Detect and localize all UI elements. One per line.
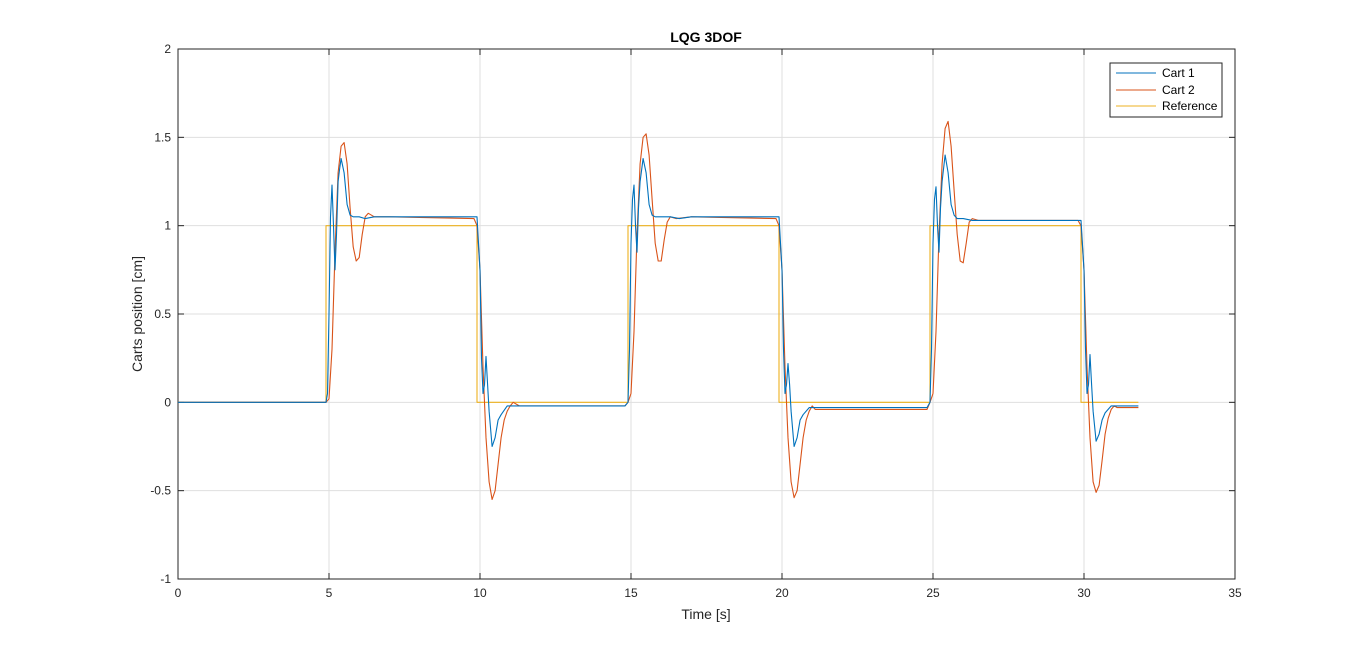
y-tick-label: -1: [160, 572, 171, 586]
y-tick-label: 2: [164, 42, 171, 56]
y-tick-label: 1: [164, 219, 171, 233]
y-tick-label: 1.5: [154, 130, 171, 144]
x-tick-label: 5: [326, 586, 333, 600]
chart-title: LQG 3DOF: [670, 29, 742, 45]
grid-lines: [177, 48, 1236, 580]
legend-label-cart-2: Cart 2: [1162, 83, 1195, 97]
legend-label-reference: Reference: [1162, 99, 1218, 113]
x-tick-label: 30: [1077, 586, 1091, 600]
x-tick-label: 0: [175, 586, 182, 600]
y-tick-label: 0.5: [154, 307, 171, 321]
x-tick-label: 35: [1228, 586, 1242, 600]
series-line-cart-1: [178, 154, 1139, 448]
axis-ticks: 0 5 10 15 20 25 30 35 -1 -0.5 0 0.5 1 1.5 2: [150, 42, 1242, 600]
series-lines: [178, 120, 1139, 501]
x-axis-label: Time [s]: [681, 606, 730, 622]
y-tick-label: -0.5: [150, 484, 171, 498]
legend-label-cart-1: Cart 1: [1162, 66, 1195, 80]
series-line-cart-2: [178, 120, 1139, 501]
x-tick-label: 25: [926, 586, 940, 600]
x-tick-label: 10: [473, 586, 487, 600]
y-tick-label: 0: [164, 395, 171, 409]
x-tick-label: 15: [624, 586, 638, 600]
legend[interactable]: Cart 1 Cart 2 Reference: [1109, 62, 1223, 118]
y-axis-label: Carts position [cm]: [129, 256, 145, 372]
x-tick-label: 20: [775, 586, 789, 600]
